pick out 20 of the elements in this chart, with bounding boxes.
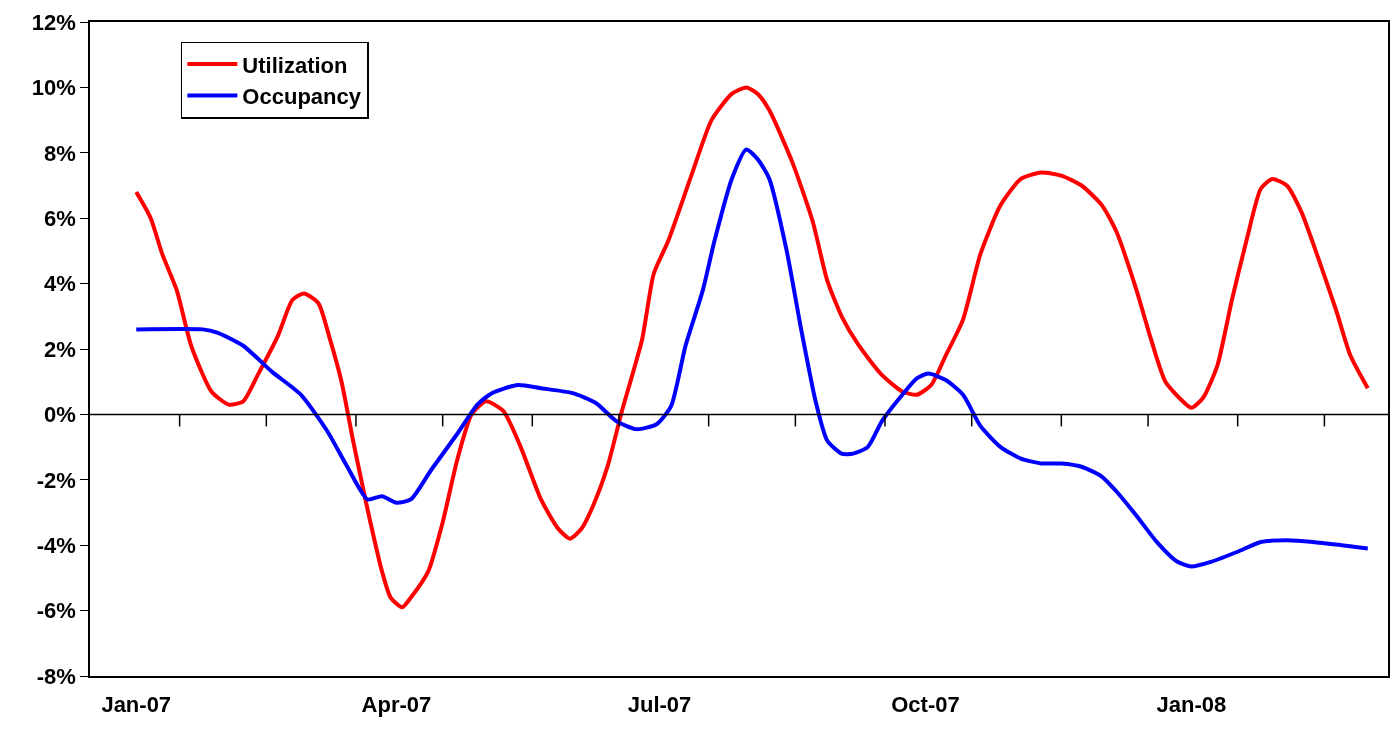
x-tick-label: Jan-08 — [1156, 692, 1227, 718]
x-tick-label: Oct-07 — [891, 692, 960, 718]
x-tick-label: Apr-07 — [361, 692, 432, 718]
y-tick-label: 10% — [31, 75, 76, 101]
y-tick-label: 0% — [44, 402, 76, 428]
y-tick-label: -4% — [36, 532, 76, 558]
y-tick-label: 4% — [44, 271, 76, 297]
y-tick-label: 12% — [31, 9, 76, 35]
line-series — [134, 147, 1370, 569]
y-tick-label: 8% — [44, 140, 76, 166]
x-tick-label: Jul-07 — [627, 692, 692, 718]
legend-label: Utilization — [242, 52, 348, 78]
y-tick-label: -6% — [36, 598, 76, 624]
legend-label: Occupancy — [242, 84, 362, 110]
y-tick-label: 2% — [44, 336, 76, 362]
y-tick-label: -2% — [36, 467, 76, 493]
line-series — [134, 85, 1370, 610]
y-tick-label: 6% — [44, 205, 76, 231]
y-tick-label: -8% — [36, 663, 76, 689]
x-tick-label: Jan-07 — [101, 692, 172, 718]
